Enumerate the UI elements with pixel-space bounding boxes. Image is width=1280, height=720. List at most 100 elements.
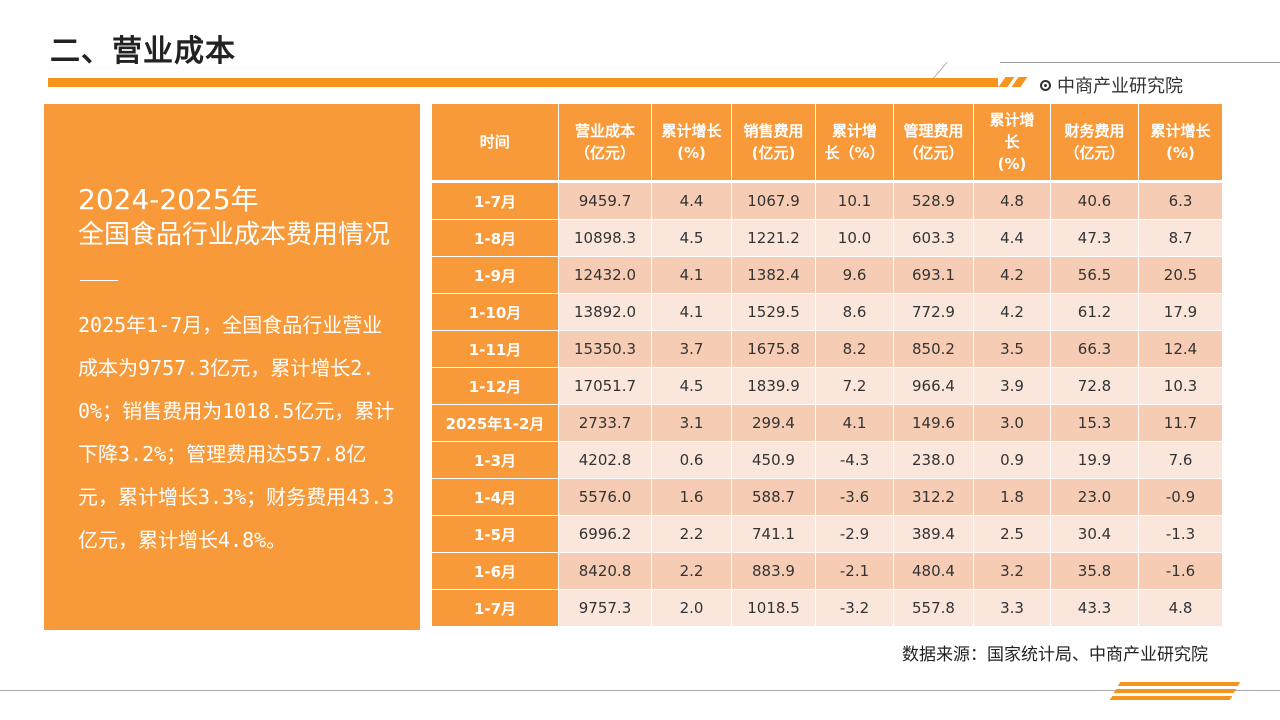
table-cell: 8.7 (1138, 219, 1223, 257)
footer-stripes (1109, 680, 1245, 700)
header-accent-bar (48, 78, 998, 87)
table-cell: 3.2 (973, 552, 1051, 590)
table-cell: 10.1 (815, 181, 894, 220)
table-cell: 3.0 (973, 404, 1051, 442)
table-cell: 4.5 (651, 219, 732, 257)
table-cell: 1675.8 (731, 330, 816, 368)
table-cell: 480.4 (893, 552, 974, 590)
table-cell: 3.7 (651, 330, 732, 368)
table-cell: 20.5 (1138, 256, 1223, 294)
table-cell: 4.4 (651, 181, 732, 220)
table-cell: 1.8 (973, 478, 1051, 516)
table-row: 1-6月 8420.8 2.2 883.9 -2.1 480.4 3.2 35.8 -1.6 (431, 552, 1223, 590)
table-cell: 1529.5 (731, 293, 816, 331)
table-cell: 883.9 (731, 552, 816, 590)
row-period: 1-11月 (431, 330, 559, 368)
table-cell: 1221.2 (731, 219, 816, 257)
table-cell: 1382.4 (731, 256, 816, 294)
column-header: 财务费用 （亿元） (1050, 104, 1139, 183)
column-header: 时间 (431, 104, 559, 183)
table-cell: 3.1 (651, 404, 732, 442)
table-cell: 12.4 (1138, 330, 1223, 368)
table-cell: 10898.3 (558, 219, 652, 257)
column-header: 累计增 长 (%) (973, 104, 1051, 183)
row-period: 1-7月 (431, 181, 559, 220)
table-row: 1-7月 9459.7 4.4 1067.9 10.1 528.9 4.8 40.6 6.3 (431, 181, 1223, 220)
table-cell: 557.8 (893, 589, 974, 627)
table-cell: 4202.8 (558, 441, 652, 479)
column-header: 管理费用 （亿元） (893, 104, 974, 183)
summary-text: 2025年1-7月，全国食品行业营业成本为9757.3亿元，累计增长2.0%；销… (78, 313, 395, 552)
table-row: 1-7月 9757.3 2.0 1018.5 -3.2 557.8 3.3 43.3 4.8 (431, 589, 1223, 627)
column-header: 累计增 长（%） (815, 104, 894, 183)
table-cell: 66.3 (1050, 330, 1139, 368)
table-cell: 1839.9 (731, 367, 816, 405)
table-cell: 2.5 (973, 515, 1051, 553)
table-cell: 3.3 (973, 589, 1051, 627)
table-row: 1-9月 12432.0 4.1 1382.4 9.6 693.1 4.2 56.5 20.5 (431, 256, 1223, 294)
table-cell: 149.6 (893, 404, 974, 442)
table-cell: 966.4 (893, 367, 974, 405)
table-cell: 12432.0 (558, 256, 652, 294)
table-cell: 30.4 (1050, 515, 1139, 553)
table-row: 1-8月 10898.3 4.5 1221.2 10.0 603.3 4.4 47.3 8.7 (431, 219, 1223, 257)
table-cell: 0.9 (973, 441, 1051, 479)
table-cell: 5576.0 (558, 478, 652, 516)
table-row: 1-5月 6996.2 2.2 741.1 -2.9 389.4 2.5 30.4 -1.3 (431, 515, 1223, 553)
column-header: 累计增长 (%) (651, 104, 732, 183)
table-cell: 7.2 (815, 367, 894, 405)
summary-year: 2024-2025年 (78, 183, 259, 216)
table-cell: 1067.9 (731, 181, 816, 220)
table-cell: 741.1 (731, 515, 816, 553)
table-cell: 72.8 (1050, 367, 1139, 405)
summary-panel: 2024-2025年 全国食品行业成本费用情况 2025年1-7月，全国食品行业… (44, 104, 420, 630)
table-cell: 15.3 (1050, 404, 1139, 442)
table-cell: 4.1 (651, 293, 732, 331)
table-cell: 10.3 (1138, 367, 1223, 405)
table-cell: 238.0 (893, 441, 974, 479)
table-cell: 3.9 (973, 367, 1051, 405)
table-cell: 528.9 (893, 181, 974, 220)
table-cell: 2.0 (651, 589, 732, 627)
row-period: 2025年1-2月 (431, 404, 559, 442)
table-cell: 40.6 (1050, 181, 1139, 220)
table-cell: 4.1 (815, 404, 894, 442)
table-cell: 4.1 (651, 256, 732, 294)
column-header: 累计增长 (%) (1138, 104, 1223, 183)
header-divider (933, 62, 948, 78)
table-cell: 8420.8 (558, 552, 652, 590)
table-cell: 17.9 (1138, 293, 1223, 331)
table-cell: -1.3 (1138, 515, 1223, 553)
table-cell: 772.9 (893, 293, 974, 331)
footer-line (0, 690, 1280, 691)
table-cell: 4.8 (1138, 589, 1223, 627)
table-cell: 47.3 (1050, 219, 1139, 257)
table-cell: -0.9 (1138, 478, 1223, 516)
table-cell: 19.9 (1050, 441, 1139, 479)
row-period: 1-3月 (431, 441, 559, 479)
table-cell: 61.2 (1050, 293, 1139, 331)
table-row: 1-3月 4202.8 0.6 450.9 -4.3 238.0 0.9 19.9 7.6 (431, 441, 1223, 479)
data-source: 数据来源：国家统计局、中商产业研究院 (902, 645, 1208, 665)
table-cell: 0.6 (651, 441, 732, 479)
table-cell: -1.6 (1138, 552, 1223, 590)
brand-icon (1040, 79, 1051, 91)
cost-table: 时间 营业成本 （亿元） 累计增长 (%) 销售费用 (亿元) 累计增 长（%） 管理费用… (431, 104, 1223, 627)
table-cell: 693.1 (893, 256, 974, 294)
table-cell: 56.5 (1050, 256, 1139, 294)
table-cell: 7.6 (1138, 441, 1223, 479)
table-body: 1-7月 9459.7 4.4 1067.9 10.1 528.9 4.8 40.6 6.3 1-… (431, 181, 1223, 627)
row-period: 1-8月 (431, 219, 559, 257)
table-cell: 450.9 (731, 441, 816, 479)
table-cell: 603.3 (893, 219, 974, 257)
table-cell: 4.8 (973, 181, 1051, 220)
table-cell: 4.2 (973, 256, 1051, 294)
table-cell: -4.3 (815, 441, 894, 479)
table-cell: 1018.5 (731, 589, 816, 627)
table-cell: 3.5 (973, 330, 1051, 368)
table-cell: 389.4 (893, 515, 974, 553)
table-cell: -3.6 (815, 478, 894, 516)
column-header: 销售费用 (亿元) (731, 104, 816, 183)
table-cell: 8.6 (815, 293, 894, 331)
table-header-row: 时间 营业成本 （亿元） 累计增长 (%) 销售费用 (亿元) 累计增 长（%） 管理费用… (431, 104, 1223, 183)
